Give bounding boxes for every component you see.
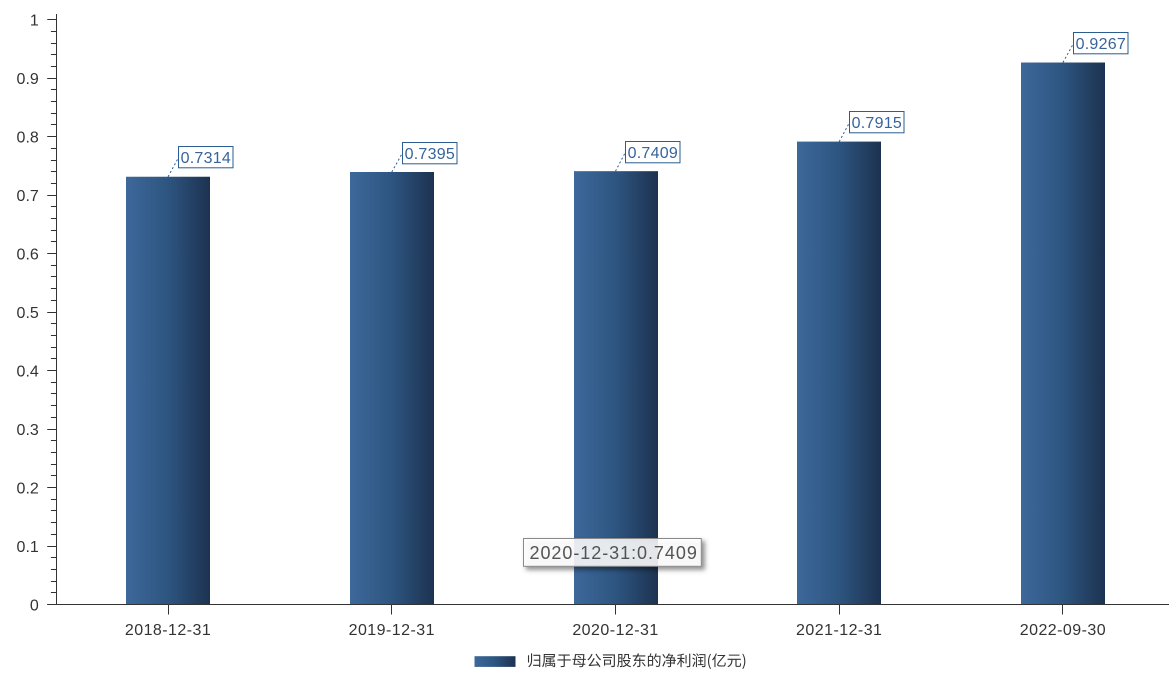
svg-text:2018-12-31: 2018-12-31 [125, 622, 211, 639]
svg-text:0.7: 0.7 [17, 188, 39, 205]
svg-text:0.9: 0.9 [17, 71, 39, 88]
svg-text:0.7314: 0.7314 [181, 150, 231, 167]
svg-text:0.9267: 0.9267 [1076, 36, 1126, 53]
svg-text:0.7395: 0.7395 [405, 146, 455, 163]
svg-text:0.3: 0.3 [17, 422, 39, 439]
svg-text:0.8: 0.8 [17, 129, 39, 146]
svg-text:0.6: 0.6 [17, 246, 39, 263]
svg-text:0.4: 0.4 [17, 363, 39, 380]
svg-text:2021-12-31: 2021-12-31 [796, 622, 882, 639]
svg-text:0.1: 0.1 [17, 539, 39, 556]
svg-text:0.2: 0.2 [17, 480, 39, 497]
svg-text:0.7915: 0.7915 [852, 115, 902, 132]
svg-text:2019-12-31: 2019-12-31 [349, 622, 435, 639]
svg-text:1: 1 [30, 12, 39, 29]
svg-text:0: 0 [30, 597, 39, 614]
svg-text:2020-12-31:0.7409: 2020-12-31:0.7409 [530, 543, 698, 563]
svg-text:0.7409: 0.7409 [628, 145, 678, 162]
svg-text:2022-09-30: 2022-09-30 [1020, 622, 1106, 639]
svg-text:2020-12-31: 2020-12-31 [572, 622, 658, 639]
svg-text:0.5: 0.5 [17, 305, 39, 322]
